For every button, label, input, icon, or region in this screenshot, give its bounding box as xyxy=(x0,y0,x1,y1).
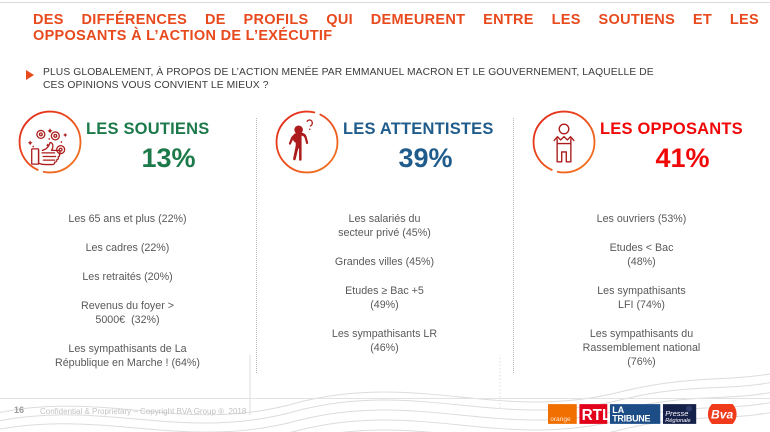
svg-text:orange: orange xyxy=(550,416,571,423)
svg-text:RTL: RTL xyxy=(582,407,612,424)
svg-text:TRIBUNE: TRIBUNE xyxy=(612,414,650,424)
svg-text:Régionale: Régionale xyxy=(665,418,690,424)
svg-text:Bva: Bva xyxy=(711,407,733,421)
svg-text:Presse: Presse xyxy=(665,409,688,418)
